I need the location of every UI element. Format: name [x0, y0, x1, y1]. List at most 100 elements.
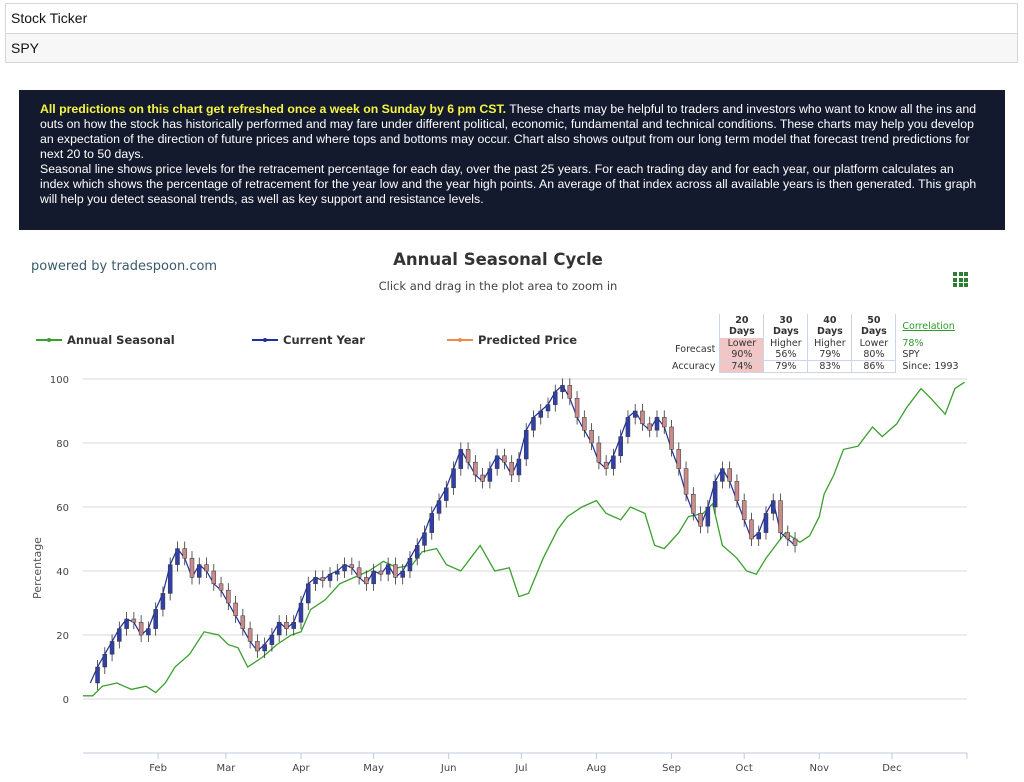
- candle-body-77: [647, 423, 652, 431]
- candle-body-60: [523, 429, 529, 460]
- forecast-cell-50: Lower 80%: [851, 338, 896, 361]
- candle-body-50: [451, 468, 456, 489]
- legend-swatch-predicted: [447, 337, 473, 342]
- candle-body-6: [131, 618, 137, 623]
- candle-body-18: [218, 583, 224, 591]
- candle-body-54: [480, 474, 485, 482]
- candle-body-78: [654, 417, 660, 431]
- ticker-input[interactable]: SPY: [6, 33, 1017, 62]
- candle-body-65: [560, 385, 565, 393]
- candle-body-22: [247, 628, 253, 642]
- candle-body-5: [124, 618, 129, 629]
- candle-body-10: [160, 593, 166, 610]
- correlation-link[interactable]: Correlation: [902, 320, 955, 332]
- accuracy-cell-20: 74%: [719, 360, 764, 373]
- accuracy-row-label: Accuracy: [672, 361, 716, 372]
- chart-legend: Annual Seasonal Current Year Predicted P…: [0, 333, 700, 351]
- powered-by: powered by tradespoon.com: [31, 259, 218, 274]
- candle-body-9: [153, 609, 158, 629]
- candle-body-56: [494, 455, 500, 469]
- chart-menu-icon[interactable]: [953, 272, 968, 287]
- x-axis: Feb Mar Apr May Jun Jul Aug Sep Oct Nov Dec: [83, 752, 968, 774]
- candle-body-74: [625, 417, 631, 437]
- candle-body-47: [429, 513, 435, 533]
- candle-body-53: [473, 461, 478, 476]
- candle-body-97: [792, 538, 798, 546]
- header-40-days: 40 Days: [807, 314, 852, 338]
- candle-body-17: [211, 570, 217, 585]
- candle-body-81: [676, 449, 682, 469]
- candle-body-55: [487, 468, 493, 482]
- candle-body-2: [102, 653, 108, 668]
- candle-body-73: [618, 436, 623, 457]
- candle-body-31: [313, 577, 318, 585]
- x-tick-label-mar: Mar: [216, 763, 236, 774]
- candle-body-1: [95, 666, 100, 684]
- candle-body-36: [349, 564, 355, 569]
- candle-body-41: [385, 564, 391, 575]
- x-tick-label-apr: Apr: [292, 763, 310, 774]
- candle-body-8: [146, 628, 151, 636]
- legend-label-predicted: Predicted Price: [478, 333, 578, 347]
- candle-body-7: [138, 621, 144, 636]
- candle-body-28: [291, 621, 296, 629]
- y-tick-label-80: 80: [56, 439, 69, 450]
- candle-body-45: [414, 545, 420, 559]
- candle-body-68: [582, 417, 587, 431]
- x-tick-label-dec: Dec: [882, 763, 901, 774]
- y-tick-label-100: 100: [50, 375, 69, 386]
- candle-body-33: [327, 573, 333, 581]
- candle-body-96: [785, 532, 791, 540]
- candle-body-21: [240, 615, 246, 629]
- candle-body-93: [763, 513, 769, 533]
- x-tick-label-aug: Aug: [587, 763, 607, 774]
- forecast-table: 20 Days 30 Days 40 Days 50 Days Correlat…: [670, 314, 962, 373]
- info-paragraph-1: All predictions on this chart get refres…: [40, 102, 985, 162]
- legend-label-seasonal: Annual Seasonal: [67, 333, 175, 347]
- header-20-days: 20 Days: [719, 314, 764, 338]
- candle-body-82: [683, 468, 689, 495]
- info-paragraph-2: Seasonal line shows price levels for the…: [40, 162, 977, 206]
- legend-item-predicted-price[interactable]: Predicted Price: [447, 333, 577, 347]
- x-tick-label-feb: Feb: [149, 763, 167, 774]
- forecast-cell-30: Higher 56%: [763, 338, 808, 361]
- candle-body-48: [436, 500, 442, 514]
- candle-body-64: [553, 391, 558, 405]
- y-tick-label-20: 20: [56, 631, 69, 642]
- candle-body-40: [378, 570, 384, 575]
- series-line-annual-seasonal: [83, 381, 965, 697]
- candle-body-69: [589, 429, 594, 444]
- legend-item-current-year[interactable]: Current Year: [252, 333, 365, 347]
- x-tick-label-nov: Nov: [809, 763, 829, 774]
- candle-body-75: [632, 410, 638, 418]
- legend-item-annual-seasonal[interactable]: Annual Seasonal: [36, 333, 175, 347]
- candle-body-27: [284, 621, 289, 629]
- y-tick-label-40: 40: [56, 567, 69, 578]
- chart-subtitle: Click and drag in the plot area to zoom …: [378, 279, 618, 293]
- candle-body-58: [509, 461, 514, 476]
- series-line-current-year: [89, 384, 796, 684]
- candle-body-15: [197, 564, 202, 578]
- candle-body-38: [364, 577, 369, 585]
- candle-body-72: [611, 455, 616, 469]
- seasonal-chart[interactable]: 0 20 40 60 80 100 Feb Mar Apr May Jun Jul Aug Sep Oct…: [0, 360, 1024, 782]
- candle-body-32: [320, 577, 326, 581]
- candle-body-84: [698, 513, 703, 527]
- legend-label-current: Current Year: [283, 333, 365, 347]
- candle-body-19: [226, 589, 231, 604]
- candle-body-62: [538, 410, 543, 418]
- series-layer: [83, 381, 965, 697]
- candle-body-91: [749, 519, 754, 540]
- legend-swatch-current: [252, 337, 278, 342]
- candle-body-83: [691, 493, 696, 514]
- forecast-cell-40: Higher 79%: [807, 338, 852, 361]
- candle-body-88: [727, 468, 732, 482]
- candle-body-20: [233, 602, 238, 617]
- x-tick-label-oct: Oct: [736, 763, 753, 774]
- candle-body-4: [117, 628, 122, 642]
- candle-body-71: [603, 461, 609, 469]
- info-highlight: All predictions on this chart get refres…: [40, 102, 507, 116]
- correlation-value: 78%: [902, 338, 924, 350]
- legend-swatch-seasonal: [36, 337, 62, 342]
- candle-body-61: [531, 417, 536, 431]
